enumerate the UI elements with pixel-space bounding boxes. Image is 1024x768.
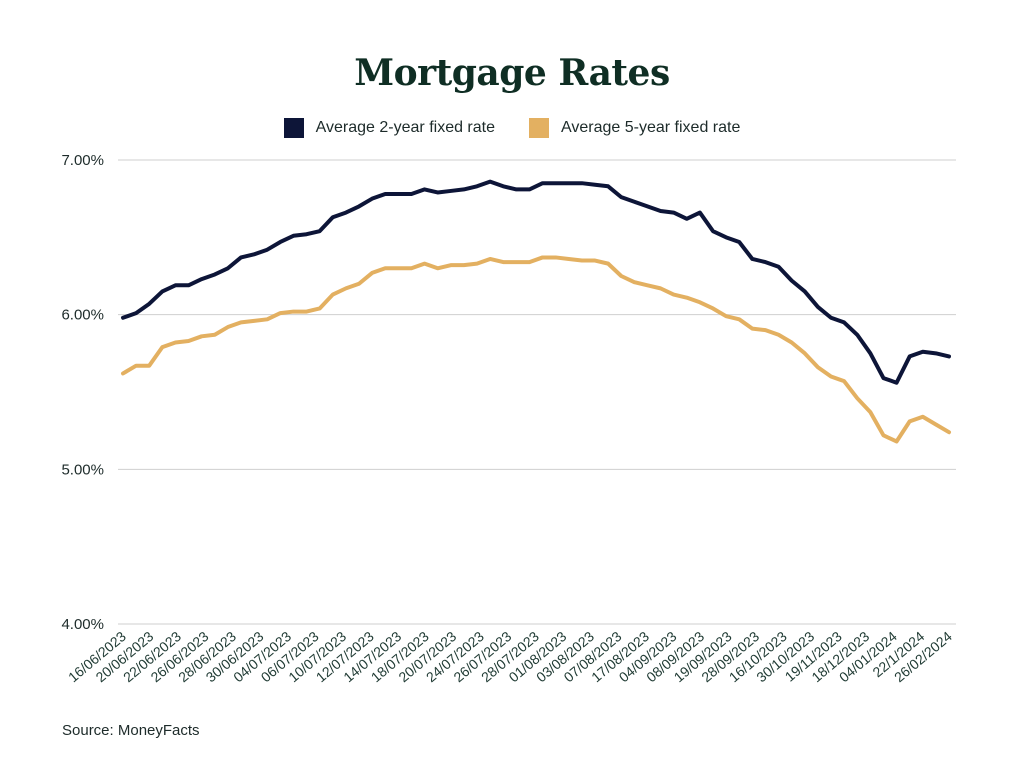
legend-label-5-year: Average 5-year fixed rate <box>561 119 741 136</box>
y-tick-label: 7.00% <box>61 152 104 169</box>
legend-label-2-year: Average 2-year fixed rate <box>315 119 495 136</box>
chart-title: Mortgage Rates <box>354 52 670 94</box>
y-tick-label: 4.00% <box>61 616 104 633</box>
legend: Average 2-year fixed rate Average 5-year… <box>0 118 1024 138</box>
legend-item-5-year: Average 5-year fixed rate <box>529 118 740 138</box>
source-note: Source: MoneyFacts <box>62 722 200 739</box>
legend-swatch-2-year <box>283 118 304 138</box>
y-tick-label: 5.00% <box>61 461 104 478</box>
y-tick-label: 6.00% <box>61 307 104 324</box>
series-line-2-year <box>121 179 951 385</box>
legend-swatch-5-year <box>529 118 549 138</box>
legend-item-2-year: Average 2-year fixed rate <box>283 118 495 138</box>
series-line-5-year <box>121 255 951 444</box>
